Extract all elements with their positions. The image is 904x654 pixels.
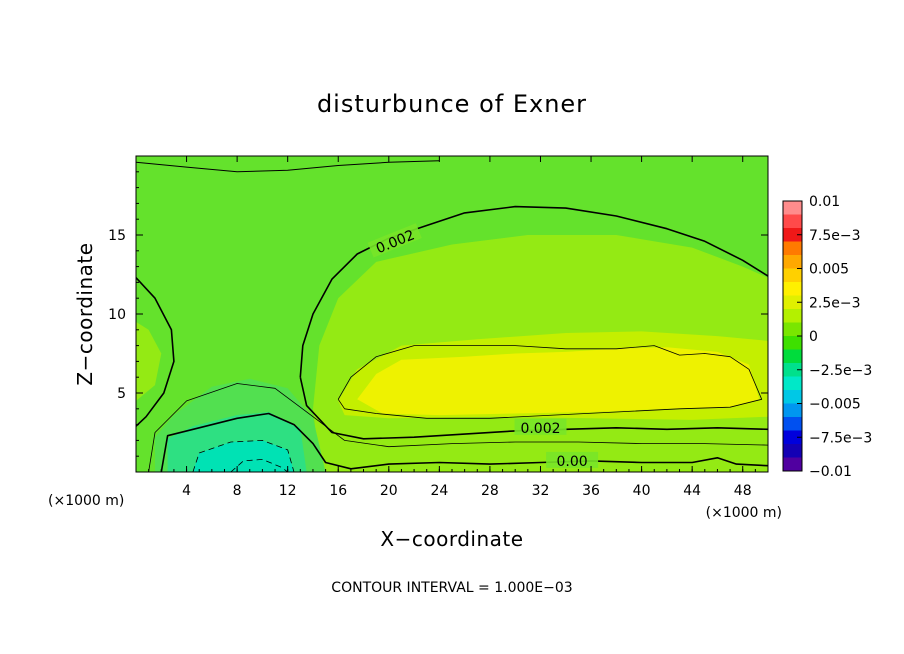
- colorbar-label: −0.005: [809, 397, 861, 413]
- colorbar-label: 7.5e−3: [809, 228, 861, 244]
- x-tick-label: 44: [683, 483, 701, 499]
- x-unit-left: (×1000 m): [48, 493, 124, 509]
- contour-neg-0.002: [230, 459, 288, 472]
- colorbar-segment: [783, 390, 802, 404]
- contour-label-group: 0.00: [546, 451, 599, 470]
- x-tick-label: 40: [633, 483, 651, 499]
- colorbar-segment: [783, 349, 802, 364]
- contour-label-bg: [367, 223, 422, 258]
- x-tick-label: 36: [582, 483, 600, 499]
- x-tick-label: 8: [233, 483, 242, 499]
- colorbar: 0.01 7.5e−3 0.005 2.5e−3 0 −2.5e−3 −0.005 −7.5e…: [782, 194, 872, 480]
- y-tick-label: 15: [108, 228, 126, 244]
- contour-label-bg: [514, 418, 567, 435]
- colorbar-segment: [783, 336, 802, 350]
- contour-0.003: [337, 345, 763, 419]
- x-tick-label: 24: [430, 483, 448, 499]
- colorbar-segment: [783, 322, 802, 337]
- x-tick-label: 28: [481, 483, 499, 499]
- contour-0.002-left: [136, 277, 175, 427]
- colorbar-segment: [783, 268, 802, 283]
- x-tick-label: 16: [329, 483, 347, 499]
- colorbar-segment: [783, 201, 802, 215]
- contour-field: [136, 156, 768, 472]
- x-tick-label: 32: [532, 483, 550, 499]
- colorbar-segment: [783, 457, 802, 472]
- colorbar-label: 0: [809, 329, 818, 345]
- contour-neg-0.001: [192, 440, 295, 472]
- contour-label-bg: [546, 451, 599, 468]
- contour-label: 0.00: [557, 454, 588, 470]
- colorbar-segment: [783, 363, 802, 377]
- colorbar-label: −7.5e−3: [809, 430, 872, 446]
- contour-0.000: [160, 412, 768, 472]
- colorbar-segment: [783, 295, 802, 310]
- contour-label: 0.002: [520, 421, 560, 437]
- colorbar-label: 0.005: [809, 262, 849, 278]
- colorbar-label: 0.01: [809, 194, 840, 210]
- colorbar-label: −2.5e−3: [809, 363, 872, 379]
- colorbar-label: −0.01: [809, 464, 852, 480]
- x-tick-label: 12: [279, 483, 297, 499]
- colorbar-segment: [783, 255, 802, 269]
- region-lowest: [192, 440, 294, 472]
- colorbar-segment: [783, 282, 802, 296]
- y-axis-label: Z−coordinate: [73, 242, 97, 385]
- colorbar-segment: [783, 376, 802, 391]
- colorbar-segment: [783, 228, 802, 242]
- x-tick-label: 20: [380, 483, 398, 499]
- x-unit-right: (×1000 m): [706, 505, 782, 521]
- x-tick-label: 48: [734, 483, 752, 499]
- colorbar-segment: [783, 309, 802, 323]
- region-positive-left: [136, 321, 162, 401]
- contour-label-group: 0.002: [514, 418, 567, 437]
- x-axis-label: X−coordinate: [380, 527, 523, 551]
- colorbar-segment: [783, 241, 802, 256]
- y-axis-ticks: 5 10 15: [108, 155, 768, 473]
- y-tick-label: 10: [108, 307, 126, 323]
- contour-0.001: [148, 383, 768, 472]
- colorbar-segment: [783, 403, 802, 418]
- colorbar-segment: [783, 214, 802, 229]
- x-tick-label: 4: [182, 483, 191, 499]
- contour-top: [136, 160, 440, 173]
- chart-title: disturbunce of Exner: [317, 90, 587, 118]
- colorbar-segment: [783, 417, 802, 431]
- contour-0.002-upper: [299, 205, 768, 378]
- colorbar-segment: [783, 444, 802, 458]
- y-tick-label: 5: [117, 386, 126, 402]
- x-axis-ticks: 4 8 12 16 20 24 28 32 36 40 44 48: [135, 156, 769, 499]
- region-max: [357, 347, 760, 416]
- colorbar-segment: [783, 430, 802, 445]
- contour-lines: [136, 160, 768, 472]
- colorbar-label: 2.5e−3: [809, 295, 861, 311]
- contour-interval-note: CONTOUR INTERVAL = 1.000E−03: [331, 580, 572, 596]
